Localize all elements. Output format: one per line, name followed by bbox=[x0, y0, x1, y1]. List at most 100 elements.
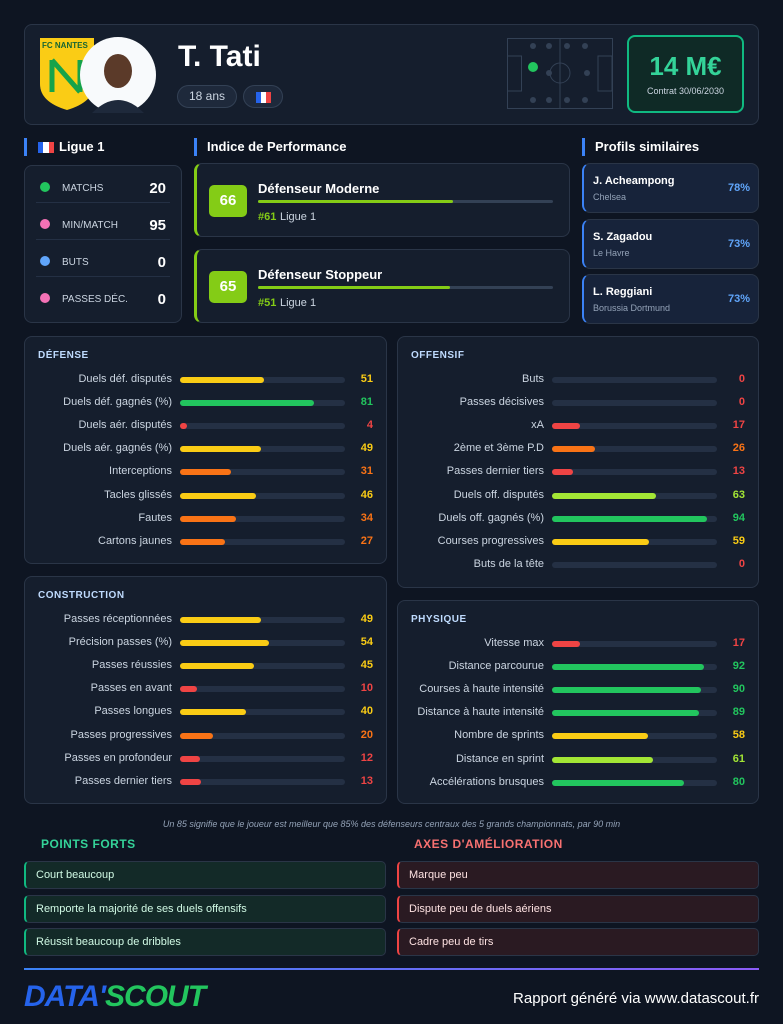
strengths-item: Court beaucoup bbox=[24, 861, 386, 889]
stat-label: Vitesse max bbox=[484, 637, 544, 649]
footer-note: Rapport généré via www.datascout.fr bbox=[513, 990, 759, 1007]
perf-league: Ligue 1 bbox=[280, 211, 317, 223]
stat-label: Passes réussies bbox=[91, 659, 172, 672]
bar-track bbox=[552, 641, 717, 647]
brand-a: DATA' bbox=[24, 980, 106, 1013]
stat-value: 0 bbox=[157, 291, 166, 308]
perf-bar bbox=[258, 200, 453, 203]
stat-value: 51 bbox=[360, 373, 373, 385]
performance-title: Indice de Performance bbox=[194, 138, 346, 156]
bar-track bbox=[180, 686, 345, 693]
bar-track bbox=[180, 423, 345, 430]
stat-value: 0 bbox=[738, 557, 745, 570]
stat-label: PASSES DÉC. bbox=[62, 294, 128, 305]
similar-title: Profils similaires bbox=[582, 138, 699, 156]
bar bbox=[180, 446, 261, 453]
section-title: PHYSIQUE bbox=[411, 614, 467, 625]
perf-score: 66 bbox=[209, 185, 247, 217]
stat-label: Passes en profondeur bbox=[64, 751, 172, 764]
bar-track bbox=[552, 423, 717, 430]
stat-label: Interceptions bbox=[109, 465, 172, 478]
stat-value: 89 bbox=[732, 706, 745, 719]
stat-value: 27 bbox=[360, 534, 373, 547]
perf-rank: #61 bbox=[258, 211, 277, 223]
stat-label: Distance à haute intensité bbox=[417, 706, 544, 719]
bar bbox=[180, 469, 232, 476]
similar-name: J. Acheampong bbox=[593, 175, 675, 187]
player-name: T. Tati bbox=[178, 40, 261, 73]
age-pill: 18 ans bbox=[177, 85, 237, 108]
bar bbox=[552, 687, 701, 694]
similar-name: L. Reggiani bbox=[593, 286, 653, 298]
stat-label: Buts bbox=[521, 373, 544, 385]
stat-value: 45 bbox=[360, 659, 373, 672]
bar bbox=[180, 515, 237, 522]
section-title: OFFENSIF bbox=[411, 350, 465, 361]
similar-club: Le Havre bbox=[593, 247, 630, 258]
league-title: Ligue 1 bbox=[24, 138, 105, 156]
stat-label: Précision passes (%) bbox=[68, 636, 172, 649]
market-value: 14 M€ bbox=[649, 51, 722, 81]
stat-value: 20 bbox=[360, 728, 373, 741]
strengths-item: Réussit beaucoup de dribbles bbox=[24, 928, 386, 956]
improvements-item: Dispute peu de duels aériens bbox=[397, 894, 759, 923]
bar-track bbox=[180, 492, 345, 499]
stat-value: 95 bbox=[149, 217, 166, 234]
stat-value: 46 bbox=[360, 488, 373, 501]
bar-track bbox=[180, 538, 345, 545]
brand: DATA'SCOUT bbox=[24, 980, 206, 1014]
strengths-title: POINTS FORTS bbox=[41, 837, 136, 851]
stat-value: 92 bbox=[732, 660, 745, 673]
improvements-item: Cadre peu de tirs bbox=[397, 928, 759, 956]
bar bbox=[180, 400, 314, 407]
stat-value: 90 bbox=[732, 683, 745, 696]
stat-value: 13 bbox=[360, 774, 373, 787]
stat-value: 12 bbox=[360, 751, 373, 764]
stat-label: Duels aér. disputés bbox=[78, 419, 172, 432]
stat-value: 94 bbox=[732, 511, 745, 524]
bar bbox=[552, 779, 684, 786]
stat-label: Nombre de sprints bbox=[454, 729, 544, 742]
perf-bar bbox=[258, 286, 450, 289]
bar-track bbox=[180, 709, 345, 716]
bar bbox=[180, 755, 200, 762]
bar bbox=[552, 733, 648, 740]
contract: Contrat 30/06/2030 bbox=[646, 86, 725, 96]
footer-rule bbox=[24, 968, 759, 970]
stat-label: Courses à haute intensité bbox=[419, 683, 544, 696]
stat-label: Duels déf. disputés bbox=[78, 373, 172, 385]
stat-value: 20 bbox=[149, 180, 166, 197]
bar bbox=[180, 538, 225, 545]
bar bbox=[180, 377, 265, 383]
improvements-item: Marque peu bbox=[397, 861, 759, 889]
bar bbox=[180, 686, 197, 693]
stat-icon bbox=[40, 182, 50, 192]
player-photo bbox=[80, 37, 156, 113]
stat-label: Passes décisives bbox=[459, 396, 544, 409]
stat-label: Tacles glissés bbox=[104, 488, 172, 501]
section-title: DÉFENSE bbox=[38, 350, 89, 361]
stat-icon bbox=[40, 293, 50, 303]
stat-value: 0 bbox=[738, 373, 745, 385]
stat-value: 4 bbox=[366, 419, 373, 432]
divider bbox=[36, 202, 170, 203]
club-logo bbox=[40, 38, 94, 110]
perf-score: 65 bbox=[209, 271, 247, 303]
value-card: 14 M€ Contrat 30/06/2030 bbox=[627, 35, 744, 113]
stat-label: Duels déf. gagnés (%) bbox=[63, 396, 172, 409]
bar bbox=[180, 732, 213, 739]
stat-label: Distance en sprint bbox=[455, 752, 544, 765]
flag bbox=[38, 142, 54, 153]
divider bbox=[36, 239, 170, 240]
stat-value: 81 bbox=[360, 396, 373, 409]
flag-pill bbox=[243, 85, 283, 108]
stat-value: 49 bbox=[360, 613, 373, 625]
stat-label: Cartons jaunes bbox=[98, 534, 172, 547]
stat-label: Buts de la tête bbox=[473, 557, 544, 570]
similar-name: S. Zagadou bbox=[593, 230, 653, 243]
similar-club: Chelsea bbox=[593, 192, 627, 202]
stat-label: Duels off. disputés bbox=[453, 488, 544, 501]
similar-card bbox=[582, 218, 759, 269]
bar bbox=[180, 663, 255, 670]
